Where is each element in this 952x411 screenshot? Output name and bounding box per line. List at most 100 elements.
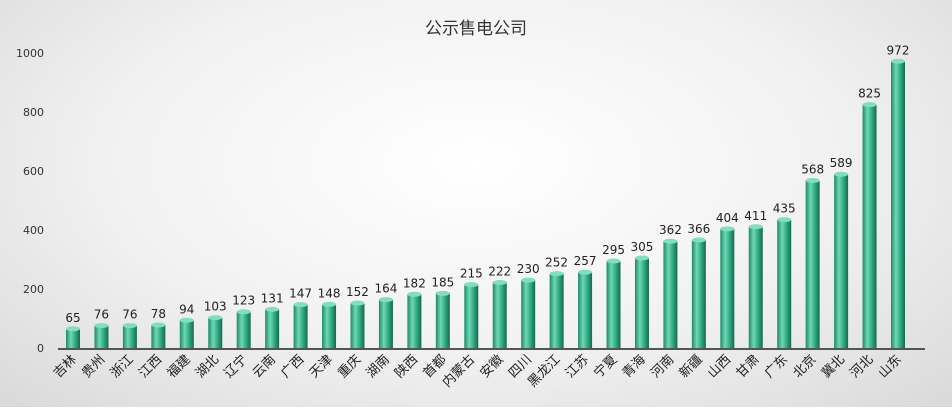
x-tick-label: 陕西 — [392, 352, 421, 381]
x-tick-label: 北京 — [790, 352, 819, 381]
bar-cap — [663, 238, 678, 244]
bar-cap — [891, 58, 905, 64]
bar-cap — [179, 317, 194, 323]
bar-cap — [322, 301, 337, 307]
y-tick-label: 0 — [37, 342, 44, 355]
data-label: 230 — [517, 262, 540, 276]
y-tick-label: 1000 — [16, 47, 44, 60]
bar — [691, 240, 706, 348]
x-tick-label: 湖北 — [193, 352, 222, 381]
data-label: 65 — [65, 311, 80, 325]
bar-cap — [777, 217, 792, 223]
chart-title: 公示售电公司 — [425, 19, 527, 39]
bar-cap — [521, 277, 536, 283]
bar — [66, 328, 80, 348]
data-label: 362 — [659, 223, 682, 237]
bar — [179, 320, 194, 348]
x-tick-label: 内蒙古 — [439, 352, 478, 391]
bar-cap — [435, 290, 450, 296]
bar-cap — [265, 306, 280, 312]
bar — [265, 309, 280, 348]
bar — [464, 284, 479, 348]
data-label: 94 — [179, 302, 194, 316]
data-label: 185 — [431, 275, 454, 289]
bar-cap — [350, 300, 365, 306]
bar — [236, 311, 251, 348]
data-label: 123 — [232, 294, 255, 308]
x-tick-label: 山东 — [876, 352, 905, 381]
bar-cap — [293, 302, 308, 308]
bar — [606, 260, 621, 348]
x-tick-label: 河南 — [648, 352, 678, 382]
x-tick-label: 辽宁 — [221, 352, 251, 382]
data-label: 222 — [488, 265, 511, 279]
data-label: 152 — [346, 285, 369, 299]
x-tick-label: 贵州 — [79, 352, 108, 381]
x-tick-label: 浙江 — [108, 352, 137, 381]
data-label: 257 — [574, 254, 597, 268]
x-tick-label: 江苏 — [562, 352, 592, 382]
x-tick-label: 广西 — [278, 352, 307, 381]
x-tick-label: 宁夏 — [591, 352, 621, 382]
data-label: 131 — [261, 291, 284, 305]
bar-cap — [407, 291, 422, 297]
bar — [208, 317, 223, 348]
bar — [407, 294, 422, 348]
data-label: 589 — [830, 156, 853, 170]
x-tick-label: 青海 — [620, 352, 649, 381]
bar — [834, 174, 849, 348]
bar — [94, 325, 109, 348]
bar — [748, 226, 763, 348]
bar-cap — [634, 255, 649, 261]
bar-cap — [378, 297, 393, 303]
bar — [122, 325, 137, 348]
data-label: 568 — [801, 162, 824, 176]
x-tick-label: 福建 — [165, 352, 194, 381]
bar-cap — [805, 177, 820, 183]
bar-cap — [464, 282, 479, 288]
x-tick-label: 天津 — [307, 352, 336, 381]
x-tick-label: 江西 — [136, 352, 165, 381]
data-label: 404 — [716, 211, 739, 225]
bar-cap — [606, 258, 621, 264]
x-tick-label: 广东 — [762, 352, 791, 381]
bar-cap — [748, 224, 763, 230]
data-label: 215 — [460, 267, 483, 281]
data-label: 147 — [289, 287, 312, 301]
bar-cap — [691, 237, 706, 243]
data-label: 76 — [94, 308, 109, 322]
x-tick-label: 甘肃 — [734, 352, 763, 381]
data-label: 182 — [403, 276, 426, 290]
x-tick-label: 河北 — [847, 352, 876, 381]
data-label: 435 — [773, 202, 796, 216]
data-label: 825 — [858, 87, 881, 101]
bar — [862, 104, 877, 348]
y-tick-label: 200 — [23, 283, 44, 296]
data-label: 103 — [204, 300, 227, 314]
y-tick-label: 600 — [23, 165, 44, 178]
bar — [435, 293, 450, 348]
x-tick-label: 安徽 — [478, 352, 507, 381]
x-tick-label: 黑龙江 — [525, 352, 563, 390]
x-tick-label: 吉林 — [51, 352, 80, 381]
data-label: 76 — [122, 308, 137, 322]
bar-cap — [236, 309, 251, 315]
data-label: 164 — [374, 282, 397, 296]
data-label: 972 — [887, 43, 910, 57]
y-tick-label: 400 — [23, 224, 44, 237]
bar-cap — [549, 271, 564, 277]
bar — [578, 272, 593, 348]
x-tick-label: 湖南 — [363, 352, 393, 382]
data-label: 295 — [602, 243, 625, 257]
bar — [805, 180, 820, 348]
bar-cap — [578, 269, 593, 275]
bar-cap — [492, 280, 507, 286]
bar-cap — [208, 315, 223, 321]
data-label: 252 — [545, 256, 568, 270]
x-tick-label: 新疆 — [676, 352, 706, 382]
bar — [891, 61, 905, 348]
bar — [350, 303, 365, 348]
bar — [378, 299, 393, 348]
bar-cap — [834, 171, 849, 177]
